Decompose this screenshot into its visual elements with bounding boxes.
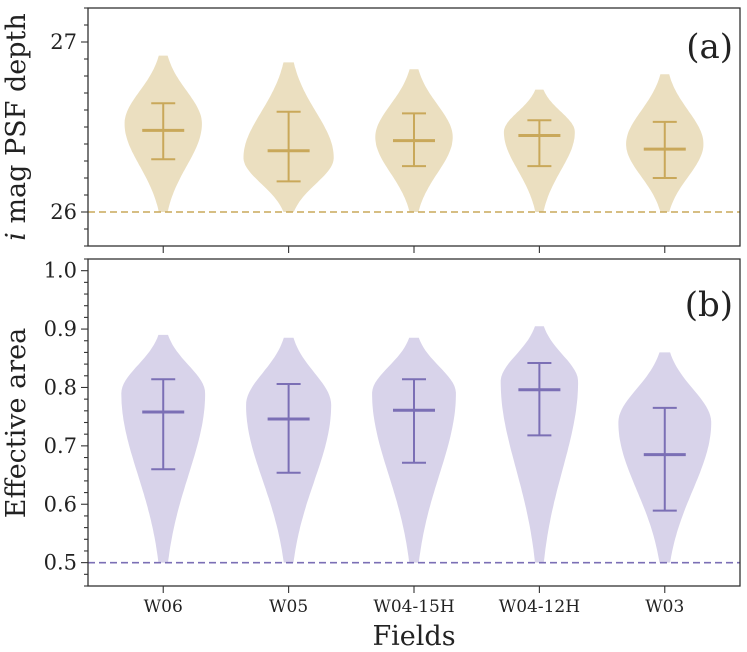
xtick-label-W03: W03 bbox=[645, 597, 684, 617]
xtick-label-W04-15H: W04-15H bbox=[373, 597, 454, 617]
panel-a-ylabel-band: i bbox=[1, 232, 32, 241]
ytick-label-a: 27 bbox=[50, 30, 77, 54]
violin-body-b-W04-12H bbox=[500, 326, 579, 563]
ytick-label-b: 0.6 bbox=[44, 492, 77, 516]
ytick-label-a: 26 bbox=[50, 200, 77, 224]
ytick-label-b: 0.5 bbox=[44, 551, 77, 575]
panel-a-psf-depth: 26 27 (a) i mag PSF depth bbox=[1, 7, 741, 253]
panel-a-ylabel-rest: mag PSF depth bbox=[1, 13, 32, 232]
panel-b-tag: (b) bbox=[685, 285, 733, 325]
ytick-label-b: 0.9 bbox=[44, 317, 77, 341]
ytick-label-b: 0.8 bbox=[44, 375, 77, 399]
panel-a-tag: (a) bbox=[686, 27, 733, 67]
ytick-label-b: 1.0 bbox=[44, 259, 77, 283]
panel-b-ylabel: Effective area bbox=[1, 328, 32, 518]
xtick-label-W05: W05 bbox=[269, 597, 308, 617]
panel-a-ylabel: i mag PSF depth bbox=[1, 13, 32, 241]
ytick-label-b: 0.7 bbox=[44, 434, 77, 458]
xtick-label-W06: W06 bbox=[144, 597, 183, 617]
x-axis-label: Fields bbox=[372, 621, 455, 652]
xtick-label-W04-12H: W04-12H bbox=[499, 597, 580, 617]
panel-b-effective-area: 0.5 0.6 0.7 0.8 0.9 1.0 W06 W05 W04-15H W04-12H W… bbox=[1, 258, 741, 617]
